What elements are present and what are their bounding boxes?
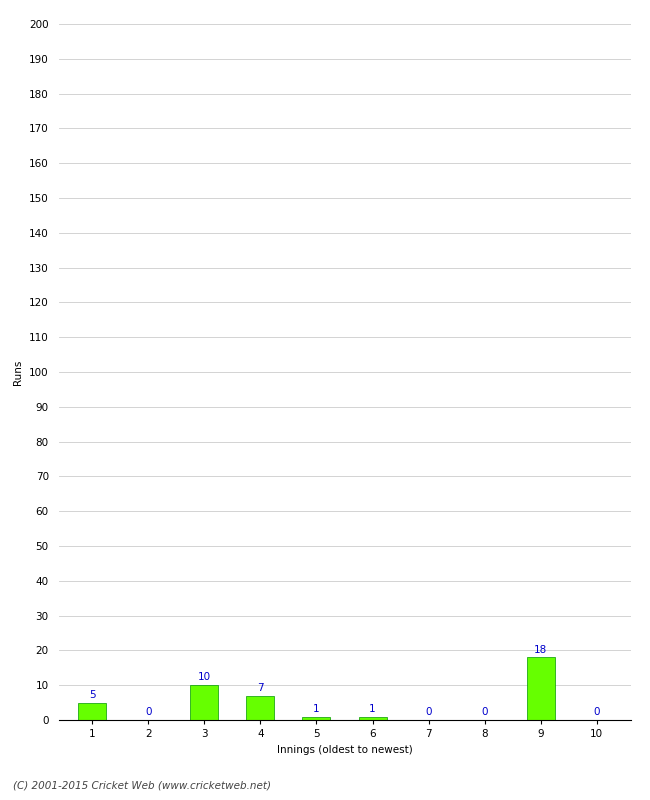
Text: 7: 7 — [257, 683, 264, 693]
Text: 1: 1 — [313, 704, 320, 714]
Bar — [246, 696, 274, 720]
Text: 0: 0 — [593, 707, 600, 718]
Bar — [302, 717, 330, 720]
Text: 10: 10 — [198, 673, 211, 682]
Text: 1: 1 — [369, 704, 376, 714]
Text: 18: 18 — [534, 645, 547, 654]
X-axis label: Innings (oldest to newest): Innings (oldest to newest) — [277, 745, 412, 754]
Bar — [359, 717, 387, 720]
Text: (C) 2001-2015 Cricket Web (www.cricketweb.net): (C) 2001-2015 Cricket Web (www.cricketwe… — [13, 781, 271, 790]
Text: 0: 0 — [425, 707, 432, 718]
Text: 5: 5 — [89, 690, 96, 700]
Bar — [526, 658, 555, 720]
Y-axis label: Runs: Runs — [14, 359, 23, 385]
Bar — [190, 685, 218, 720]
Text: 0: 0 — [482, 707, 488, 718]
Text: 0: 0 — [145, 707, 151, 718]
Bar — [78, 702, 106, 720]
